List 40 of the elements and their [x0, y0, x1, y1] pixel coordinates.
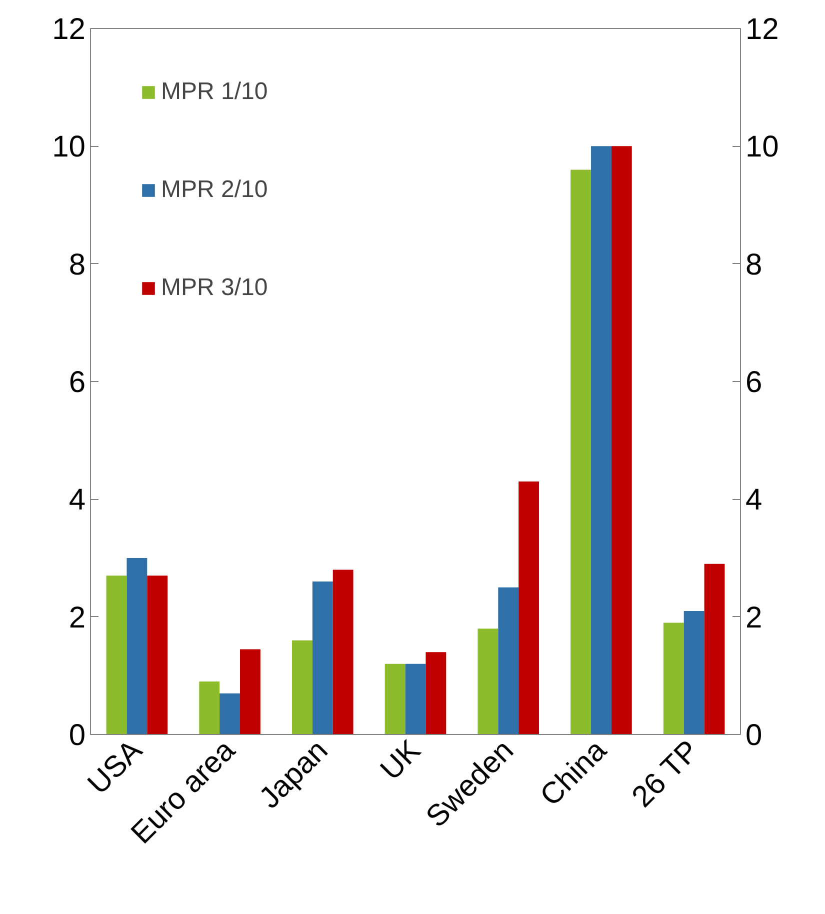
bar	[426, 652, 446, 734]
legend-label: MPR 2/10	[161, 176, 268, 204]
bar	[312, 582, 333, 734]
y2-tick-label: 10	[746, 130, 779, 164]
bar	[332, 570, 354, 734]
bar	[220, 693, 240, 734]
bar	[704, 564, 725, 734]
bar	[570, 170, 591, 734]
y-tick-label: 6	[68, 366, 86, 399]
bar	[126, 558, 148, 734]
y-tick-label: 2	[68, 601, 86, 634]
bar	[498, 587, 519, 734]
y2-tick-label: 6	[746, 366, 762, 399]
bar	[478, 628, 498, 734]
bar	[591, 146, 612, 734]
y2-tick-label: 12	[746, 13, 779, 46]
bar	[518, 482, 539, 734]
y-tick-label: 12	[52, 13, 86, 46]
y2-tick-label: 2	[746, 601, 762, 634]
bar	[405, 664, 426, 734]
legend-label: MPR 1/10	[161, 78, 268, 106]
bar	[240, 649, 260, 734]
y-tick-label: 10	[52, 130, 86, 164]
y-tick-label: 0	[68, 719, 86, 752]
y2-tick-label: 0	[746, 719, 762, 752]
bar	[684, 610, 704, 734]
bar	[384, 664, 406, 734]
bar	[147, 576, 168, 734]
bar	[292, 640, 312, 734]
x-tick-label: 26 TP	[626, 734, 706, 814]
y2-tick-label: 8	[746, 248, 762, 282]
x-tick-label: UK	[374, 734, 428, 787]
y2-tick-label: 4	[746, 484, 762, 517]
y-tick-label: 4	[68, 484, 86, 517]
bar	[663, 622, 684, 734]
y-tick-label: 8	[68, 248, 86, 282]
legend-label: MPR 3/10	[161, 274, 268, 302]
bar	[106, 576, 127, 734]
bar	[611, 146, 632, 734]
bar	[199, 682, 220, 734]
